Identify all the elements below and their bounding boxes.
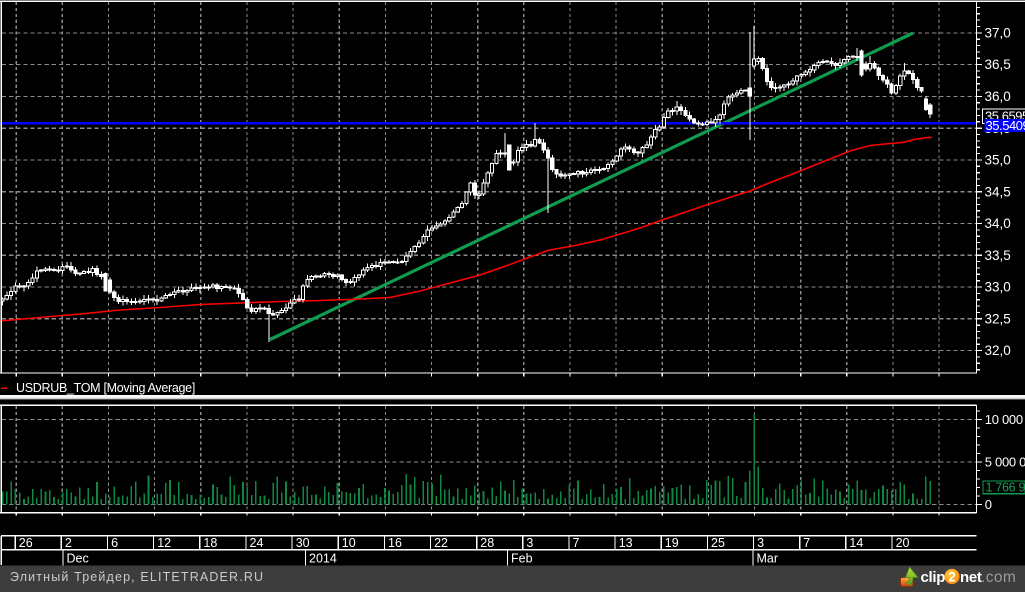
svg-text:34,0: 34,0 (985, 216, 1011, 231)
svg-text:USDRUB_TOM [Moving Average]: USDRUB_TOM [Moving Average] (16, 381, 195, 395)
svg-text:1 766 96: 1 766 96 (986, 481, 1025, 495)
svg-text:2: 2 (65, 536, 72, 550)
svg-text:7: 7 (803, 536, 810, 550)
svg-text:Feb: Feb (511, 551, 533, 565)
svg-text:.com: .com (981, 569, 1016, 586)
svg-text:26: 26 (19, 536, 33, 550)
svg-text:19: 19 (665, 536, 679, 550)
svg-text:34,5: 34,5 (985, 184, 1011, 199)
svg-text:24: 24 (250, 536, 264, 550)
svg-text:16: 16 (388, 536, 402, 550)
svg-text:5 000 000: 5 000 000 (985, 455, 1025, 470)
svg-text:18: 18 (203, 536, 217, 550)
svg-text:20: 20 (896, 536, 910, 550)
svg-text:33,0: 33,0 (985, 280, 1011, 295)
svg-text:32,0: 32,0 (985, 343, 1011, 358)
svg-text:clip: clip (921, 569, 946, 586)
svg-text:25: 25 (711, 536, 725, 550)
svg-text:14: 14 (849, 536, 863, 550)
svg-text:30: 30 (296, 536, 310, 550)
svg-text:35.54095: 35.54095 (986, 118, 1025, 133)
svg-text:2: 2 (948, 570, 956, 585)
svg-text:3: 3 (526, 536, 533, 550)
svg-text:3: 3 (757, 536, 764, 550)
svg-text:7: 7 (573, 536, 580, 550)
svg-text:net: net (960, 569, 982, 586)
svg-text:28: 28 (480, 536, 494, 550)
svg-text:36,0: 36,0 (985, 89, 1011, 104)
svg-text:10 000 000: 10 000 000 (985, 412, 1025, 427)
svg-text:0: 0 (985, 497, 992, 512)
svg-text:Dec: Dec (67, 551, 89, 565)
svg-text:12: 12 (157, 536, 171, 550)
svg-text:32,5: 32,5 (985, 311, 1011, 326)
svg-text:22: 22 (434, 536, 448, 550)
svg-text:10: 10 (342, 536, 356, 550)
svg-text:37,0: 37,0 (985, 26, 1011, 41)
svg-text:6: 6 (111, 536, 118, 550)
svg-text:36,5: 36,5 (985, 57, 1011, 72)
svg-text:Mar: Mar (757, 551, 779, 565)
svg-text:2014: 2014 (309, 551, 337, 565)
svg-text:33,5: 33,5 (985, 248, 1011, 263)
svg-text:Элитный Трейдер, ELITETRADER.R: Элитный Трейдер, ELITETRADER.RU (10, 570, 264, 584)
svg-text:13: 13 (619, 536, 633, 550)
svg-text:35,0: 35,0 (985, 153, 1011, 168)
